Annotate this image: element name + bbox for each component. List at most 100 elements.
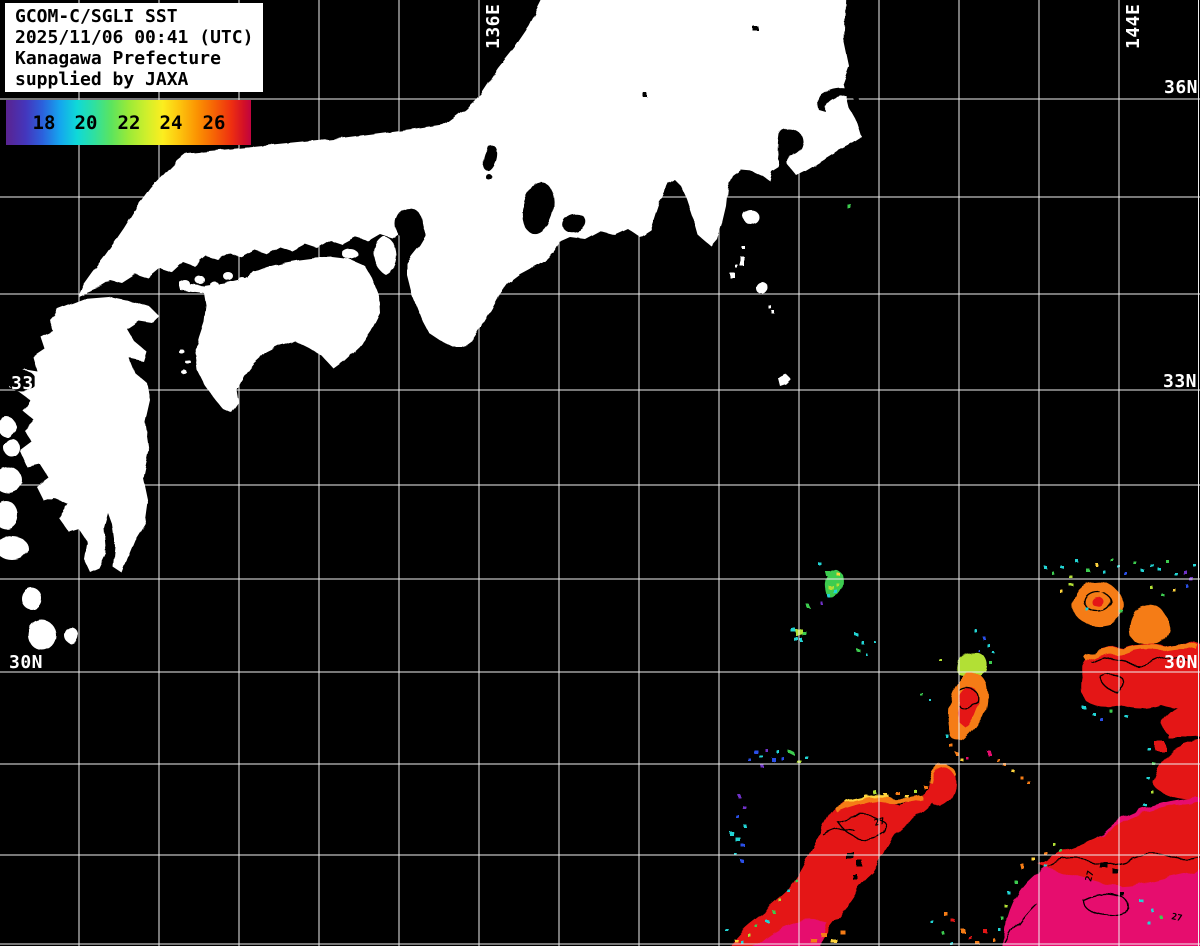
sst-speckle (1160, 592, 1163, 595)
sst-speckle (1140, 900, 1144, 903)
contour-labels: 27 27 27 (873, 816, 1183, 924)
sst-speckle (1194, 565, 1197, 568)
sst-speckle (986, 750, 990, 754)
sst-speckle (978, 650, 980, 652)
colorbar-tick: 18 (32, 112, 56, 134)
sst-fringe (928, 764, 957, 783)
sst-speckle (950, 745, 954, 748)
sst-speckle (764, 918, 767, 921)
sst-speckle (1144, 804, 1147, 807)
lake-suwa (643, 93, 647, 97)
sst-speckle (873, 640, 875, 642)
sst-speckle (1094, 562, 1097, 565)
sst-speckle (1168, 728, 1182, 738)
sst-speckle (1092, 712, 1095, 715)
sst-speckle (944, 912, 948, 916)
sst-fringe (1084, 643, 1199, 663)
sst-speckle (1148, 748, 1151, 751)
sst-speckle (1174, 572, 1177, 575)
sst-speckle (764, 748, 767, 751)
sst-speckle (894, 790, 898, 793)
sst-speckle (1172, 588, 1175, 591)
sst-speckle (838, 574, 841, 577)
sst-speckle (780, 900, 783, 903)
sst-speckle (1190, 578, 1194, 582)
sst-speckle (856, 648, 859, 651)
lon-label-144e: 144E (1123, 3, 1144, 49)
title-box: GCOM-C/SGLI SST 2025/11/06 00:41 (UTC) K… (5, 3, 263, 92)
region-label: Kanagawa Prefecture (15, 48, 221, 69)
sst-speckle (968, 936, 972, 939)
sst-speckle (1110, 558, 1113, 561)
sst-speckle (1100, 718, 1103, 721)
sst-speckle (1052, 842, 1055, 845)
sst-patch (1129, 605, 1169, 645)
colorbar-gradient (6, 100, 251, 145)
sst-speckle (1085, 568, 1089, 571)
sst-speckle (744, 825, 747, 828)
lat-label-30n-right: 30N (1164, 652, 1199, 673)
sst-mass (756, 919, 826, 946)
sst-speckle (975, 630, 978, 633)
lat-label-33n-left: 33N (11, 373, 46, 394)
sst-speckle (1158, 568, 1161, 571)
sst-speckle (738, 795, 741, 798)
sst-speckle (736, 815, 739, 818)
sst-speckle (998, 928, 1001, 931)
sst-speckle (864, 652, 866, 654)
sst-data-layer (727, 205, 1200, 946)
sst-speckle (782, 758, 785, 761)
sst-speckle (836, 583, 839, 586)
sst-speckle (848, 205, 852, 209)
sst-speckle (884, 794, 888, 797)
sst-speckle (1166, 560, 1169, 563)
sst-speckle (1042, 850, 1046, 854)
sst-speckle (1044, 864, 1047, 867)
sst-speckle (752, 748, 756, 752)
sst-speckle (860, 640, 863, 643)
sst-speckle (1060, 590, 1063, 593)
sst-speckle (740, 940, 743, 943)
sst-speckle (1044, 566, 1047, 569)
sst-speckle (1022, 866, 1026, 870)
sst-speckle (1150, 564, 1154, 567)
sst-speckle (960, 758, 963, 761)
seto-islands (179, 249, 358, 374)
ise-bay (522, 182, 554, 234)
sst-fringe (834, 794, 923, 813)
sst-speckle (1148, 922, 1151, 925)
sst-speckle (1060, 850, 1063, 853)
sst-speckle (1032, 858, 1036, 861)
sst-speckle (840, 930, 845, 934)
island-awaji (374, 236, 397, 275)
sst-speckle (990, 662, 993, 665)
sst-speckle (1028, 782, 1031, 785)
colorbar-tick: 20 (74, 112, 98, 134)
sst-speckle (799, 638, 802, 641)
osaka-bay (395, 208, 423, 240)
lake-biwa (483, 145, 497, 171)
island (0, 501, 18, 529)
landmass-honshu (78, 0, 862, 347)
lake-kitaura (847, 88, 863, 108)
sst-speckle (1120, 892, 1124, 896)
island (0, 417, 16, 437)
sst-speckle (864, 795, 868, 798)
sst-speckle (758, 754, 762, 757)
colorbar: 18 20 22 24 26 (6, 100, 251, 145)
sst-speckle (1020, 776, 1023, 779)
sst-speckle (790, 752, 794, 755)
tokyo-bay (777, 128, 804, 167)
island (28, 620, 56, 650)
sst-speckle (982, 636, 985, 639)
sst-speckle (952, 920, 956, 923)
sst-speckle (1082, 706, 1086, 709)
sst-speckle (1068, 574, 1071, 577)
lon-label-136e: 136E (483, 3, 504, 49)
sst-speckle (996, 758, 999, 761)
island (0, 536, 28, 560)
sst-speckle (788, 890, 791, 893)
sst-speckle (930, 920, 933, 923)
sst-speckle (1155, 742, 1165, 750)
